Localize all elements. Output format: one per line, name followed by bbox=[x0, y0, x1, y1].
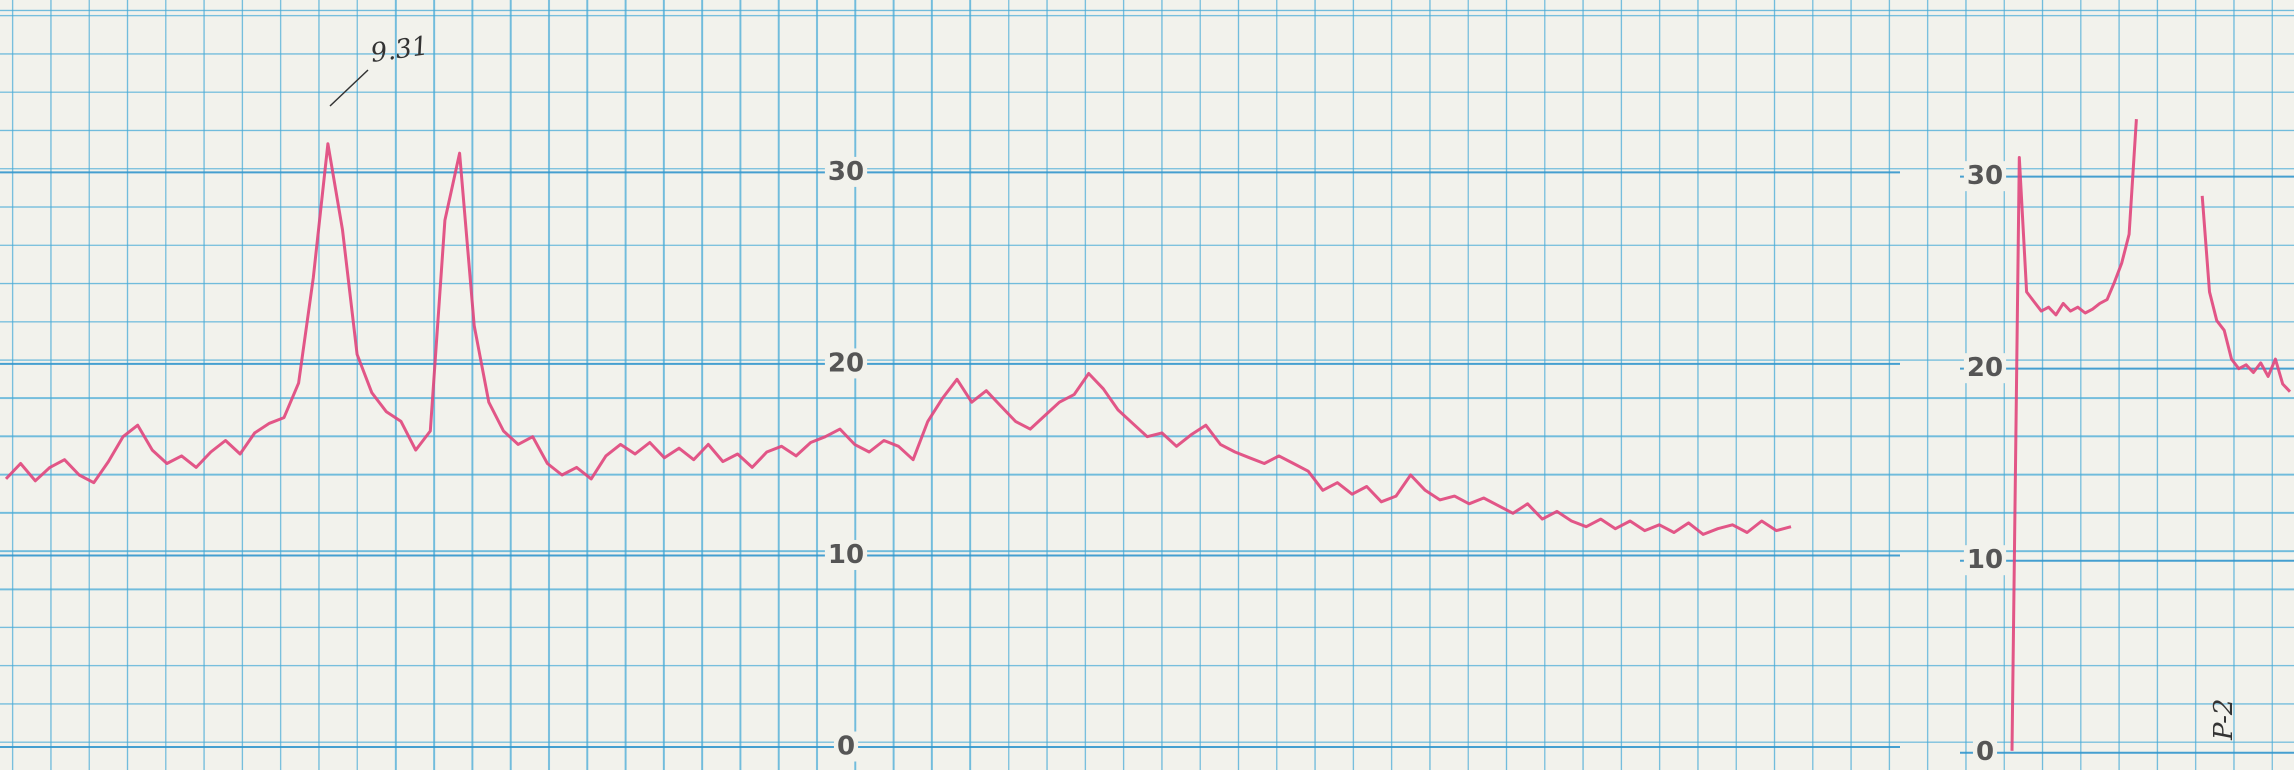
trace-line bbox=[2010, 119, 2292, 751]
y-tick-label: 20 bbox=[1967, 353, 2003, 383]
label-bg bbox=[1963, 353, 2007, 384]
trace-line bbox=[4, 142, 1792, 536]
label-bg bbox=[1963, 545, 2007, 576]
label-bg bbox=[824, 156, 868, 187]
y-tick-label: 20 bbox=[828, 348, 864, 378]
label-bg bbox=[824, 539, 868, 570]
annotation: 9.31 bbox=[369, 31, 431, 69]
annotation-leader bbox=[329, 69, 369, 107]
y-tick-label: 30 bbox=[1967, 161, 2003, 191]
label-bg bbox=[1963, 161, 2007, 192]
annotation: P-2 bbox=[2209, 699, 2239, 741]
label-bg bbox=[1972, 737, 1998, 768]
y-tick-label: 10 bbox=[828, 540, 864, 570]
y-tick-label: 0 bbox=[837, 732, 855, 762]
y-tick-label: 30 bbox=[828, 157, 864, 187]
label-bg bbox=[833, 731, 859, 762]
y-tick-label: 10 bbox=[1967, 545, 2003, 575]
y-tick-label: 0 bbox=[1976, 737, 1994, 767]
label-bg bbox=[824, 348, 868, 379]
